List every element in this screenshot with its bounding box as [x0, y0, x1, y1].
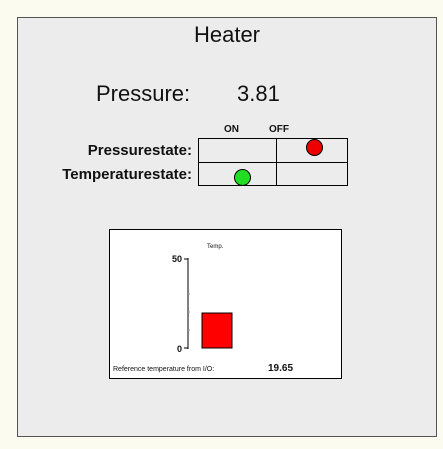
temperature-chart-svg: Temp. 50 0 [172, 244, 233, 354]
column-on-header: ON [224, 124, 239, 135]
reference-temperature-label: Reference temperature from I/O: [113, 366, 215, 373]
state-grid [198, 138, 348, 186]
temperature-bar [201, 312, 233, 349]
y-tick-label-max: 50 [172, 254, 182, 264]
pressure-label: Pressure: [96, 81, 191, 106]
pressurestate-indicator-icon [306, 139, 323, 156]
grid-divider-horizontal [199, 162, 347, 163]
chart-title: Temp. [207, 244, 224, 250]
panel-title: Heater [193, 22, 261, 47]
temperaturestate-label: Temperaturestate: [62, 166, 192, 183]
reference-temperature-value: 19.65 [268, 363, 294, 374]
pressure-value: 3.81 [237, 81, 280, 106]
temperaturestate-indicator-icon [234, 169, 251, 186]
heater-panel: Heater Pressure: 3.81 ON OFF Pressuresta… [17, 17, 437, 437]
column-off-header: OFF [269, 124, 289, 135]
y-tick-label-min: 0 [177, 344, 182, 354]
temperature-chart: Temp. 50 0 Reference temperature from I/… [109, 229, 342, 379]
pressurestate-label: Pressurestate: [87, 142, 192, 159]
